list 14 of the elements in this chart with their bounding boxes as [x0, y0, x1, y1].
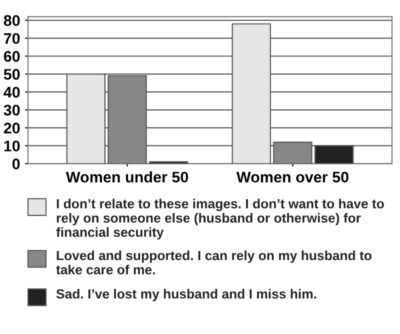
y-tick-label: 70: [4, 33, 20, 44]
y-tick-label: 40: [4, 86, 20, 98]
y-tick-label: 80: [4, 15, 20, 26]
legend-label: Loved and supported. I can rely on my husband to take care of me.: [56, 250, 372, 274]
y-tick-label: 0: [12, 158, 20, 170]
y-tick-label: 60: [4, 50, 20, 62]
x-tick-label: Women over 50: [236, 172, 348, 183]
y-tick-label: 10: [4, 140, 20, 152]
legend-label: Sad. I’ve lost my husband and I miss him.: [56, 288, 316, 302]
x-tick-label: Women under 50: [66, 171, 188, 183]
legend-label: I don’t relate to these images. I don’t want to have to rely on someone else (husband or otherwise) for financial security: [56, 198, 384, 240]
y-tick-label: 30: [4, 104, 20, 116]
y-tick-label: 50: [4, 68, 20, 80]
y-tick-label: 20: [4, 122, 20, 134]
